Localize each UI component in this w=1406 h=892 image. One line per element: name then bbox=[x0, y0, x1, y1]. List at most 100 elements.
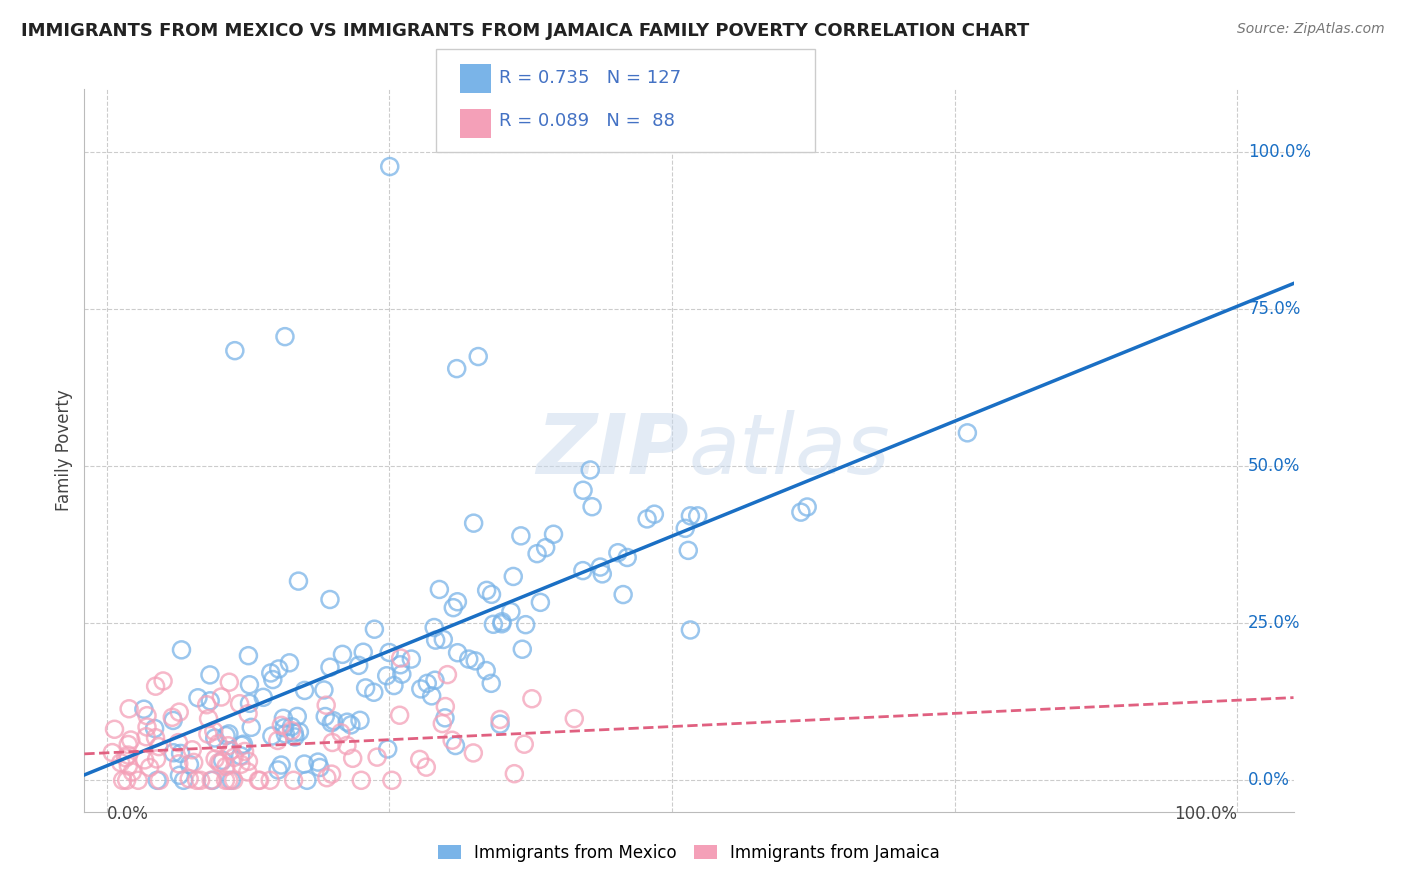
Point bbox=[366, 750, 388, 764]
Point bbox=[197, 712, 219, 726]
Point bbox=[219, 744, 242, 758]
Point bbox=[280, 720, 302, 734]
Point bbox=[204, 752, 226, 766]
Point bbox=[432, 716, 454, 731]
Point bbox=[249, 773, 271, 788]
Point bbox=[678, 543, 700, 558]
Point bbox=[233, 744, 256, 758]
Point bbox=[502, 569, 524, 583]
Text: IMMIGRANTS FROM MEXICO VS IMMIGRANTS FROM JAMAICA FAMILY POVERTY CORRELATION CHA: IMMIGRANTS FROM MEXICO VS IMMIGRANTS FRO… bbox=[21, 22, 1029, 40]
Point bbox=[145, 752, 167, 766]
Point bbox=[198, 668, 221, 682]
Point bbox=[427, 582, 450, 597]
Point bbox=[183, 756, 205, 770]
Point bbox=[643, 507, 665, 521]
Point bbox=[209, 756, 232, 770]
Point bbox=[267, 763, 290, 777]
Point bbox=[503, 766, 526, 780]
Point bbox=[292, 757, 315, 772]
Point bbox=[218, 675, 240, 690]
Point bbox=[352, 645, 374, 659]
Point bbox=[209, 690, 232, 704]
Point bbox=[179, 772, 201, 786]
Point bbox=[340, 718, 363, 732]
Point bbox=[117, 759, 139, 773]
Point bbox=[354, 681, 377, 695]
Point bbox=[267, 662, 290, 676]
Point bbox=[321, 767, 343, 781]
Point bbox=[956, 425, 979, 440]
Point bbox=[218, 727, 240, 741]
Point bbox=[114, 751, 136, 765]
Point bbox=[127, 773, 149, 788]
Point bbox=[321, 735, 343, 749]
Point bbox=[423, 673, 446, 688]
Point bbox=[433, 711, 456, 725]
Point bbox=[679, 508, 702, 523]
Point bbox=[446, 361, 468, 376]
Point bbox=[224, 343, 246, 358]
Point bbox=[332, 648, 354, 662]
Point bbox=[270, 758, 292, 772]
Point bbox=[115, 773, 138, 788]
Point bbox=[287, 574, 309, 588]
Point bbox=[195, 698, 218, 712]
Point bbox=[342, 751, 364, 765]
Point bbox=[138, 760, 160, 774]
Point bbox=[274, 329, 297, 343]
Point bbox=[238, 678, 260, 692]
Point bbox=[321, 715, 343, 730]
Point bbox=[616, 550, 638, 565]
Point bbox=[221, 773, 243, 788]
Point bbox=[267, 733, 290, 747]
Point bbox=[273, 721, 295, 735]
Point bbox=[363, 622, 385, 636]
Point bbox=[167, 756, 190, 771]
Text: R = 0.735   N = 127: R = 0.735 N = 127 bbox=[499, 69, 682, 87]
Text: R = 0.089   N =  88: R = 0.089 N = 88 bbox=[499, 112, 675, 130]
Point bbox=[197, 727, 219, 741]
Point bbox=[215, 729, 238, 743]
Point bbox=[526, 547, 548, 561]
Point bbox=[416, 676, 439, 690]
Point bbox=[489, 717, 512, 731]
Point bbox=[481, 587, 503, 601]
Point bbox=[467, 350, 489, 364]
Point bbox=[409, 752, 432, 766]
Point bbox=[589, 560, 612, 574]
Point bbox=[491, 615, 513, 629]
Point bbox=[218, 773, 240, 788]
Point bbox=[446, 646, 468, 660]
Point bbox=[349, 714, 371, 728]
Point bbox=[513, 737, 536, 751]
Point bbox=[145, 679, 167, 693]
Point bbox=[208, 756, 231, 770]
Point bbox=[240, 720, 263, 734]
Point bbox=[270, 718, 292, 732]
Point bbox=[148, 773, 170, 788]
Point bbox=[612, 588, 634, 602]
Point bbox=[686, 508, 709, 523]
Text: Source: ZipAtlas.com: Source: ZipAtlas.com bbox=[1237, 22, 1385, 37]
Point bbox=[382, 679, 405, 693]
Point bbox=[236, 764, 259, 779]
Point bbox=[425, 633, 447, 648]
Point bbox=[117, 747, 139, 762]
Point bbox=[211, 753, 233, 767]
Point bbox=[509, 529, 531, 543]
Point bbox=[170, 643, 193, 657]
Point bbox=[636, 512, 658, 526]
Point bbox=[283, 726, 305, 740]
Text: 75.0%: 75.0% bbox=[1249, 300, 1301, 318]
Point bbox=[475, 583, 498, 598]
Point bbox=[238, 648, 260, 663]
Point bbox=[273, 711, 295, 725]
Point bbox=[262, 673, 284, 687]
Point bbox=[288, 725, 311, 739]
Point bbox=[134, 753, 156, 767]
Point bbox=[294, 683, 316, 698]
Point bbox=[572, 483, 595, 498]
Point bbox=[101, 746, 124, 760]
Point bbox=[446, 595, 468, 609]
Point bbox=[229, 757, 252, 772]
